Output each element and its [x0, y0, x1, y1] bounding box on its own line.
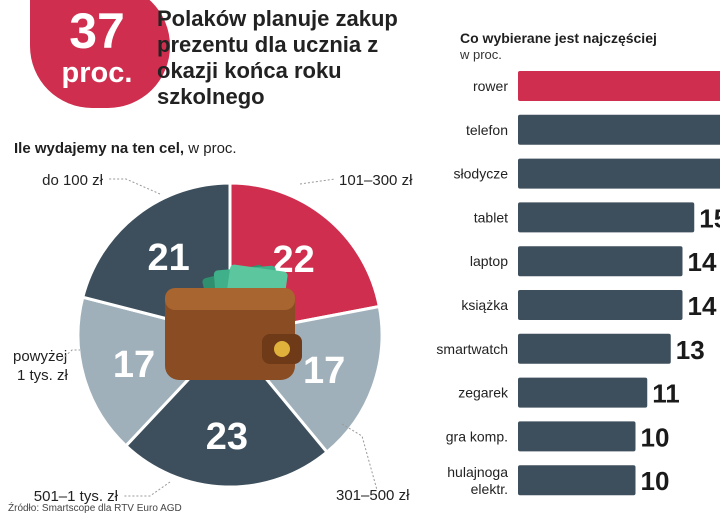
pie-leader-line: [341, 423, 378, 491]
pie-chart-title: Ile wydajemy na ten cel, w proc.: [14, 140, 237, 157]
bar-gra-komp: [518, 421, 636, 452]
pie-title-bold: Ile wydajemy na ten cel,: [14, 140, 185, 157]
bar-value-label: 11: [652, 379, 680, 409]
bar-slodycze: [518, 158, 720, 189]
bar-chart: rower22telefon20słodycze18tablet15laptop…: [436, 71, 720, 497]
bar-category-label: telefon: [466, 122, 508, 138]
pie-value-label: 21: [148, 237, 190, 279]
bar-category-label: rower: [473, 78, 508, 94]
pie-leader-line: [299, 178, 336, 185]
bar-value-label: 10: [641, 466, 670, 496]
bar-category-label: elektr.: [471, 481, 508, 497]
bar-category-label: hulajnoga: [447, 464, 508, 480]
pie-category-label: do 100 zł: [42, 172, 104, 189]
bar-category-label: tablet: [474, 209, 508, 225]
pie-value-label: 23: [206, 416, 248, 458]
bar-chart-title: Co wybierane jest najczęściej: [460, 30, 657, 46]
pie-title-unit: w proc.: [184, 140, 237, 157]
bar-category-label: książka: [461, 297, 508, 313]
bar-telefon: [518, 114, 720, 145]
pie-value-label: 17: [303, 350, 345, 392]
bar-category-label: smartwatch: [436, 341, 508, 357]
pie-slice-501-1-tys-zl: [123, 332, 330, 489]
bar-tablet: [518, 202, 695, 233]
bar-value-label: 13: [676, 335, 705, 365]
source-note: Źródło: Smartscope dla RTV Euro AGD: [8, 503, 182, 514]
wallet-illustration: [165, 264, 302, 380]
bar-laptop: [518, 246, 683, 277]
pie-value-label: 17: [113, 344, 155, 386]
bar-ksiazka: [518, 290, 683, 320]
bar-category-label: gra komp.: [446, 428, 508, 444]
pie-category-label: powyżej: [13, 348, 67, 365]
bar-value-label: 14: [688, 247, 717, 277]
bar-hulajnoga-elektr: [518, 465, 636, 496]
percentage-badge: 37 proc.: [30, 0, 170, 108]
bar-smartwatch: [518, 333, 671, 364]
pie-leader-line: [124, 481, 171, 497]
badge-number: 37: [69, 3, 125, 59]
pie-category-label: 101–300 zł: [339, 172, 413, 189]
bar-value-label: 10: [641, 422, 670, 452]
bar-chart-subtitle: w proc.: [460, 47, 502, 62]
badge-unit: proc.: [61, 57, 133, 89]
bar-category-label: laptop: [470, 253, 508, 269]
bar-category-label: słodycze: [454, 166, 509, 182]
pie-category-label: 1 tys. zł: [17, 367, 69, 384]
pie-category-label: 501–1 tys. zł: [34, 488, 119, 504]
headline: Polaków planuje zakup prezentu dla uczni…: [157, 6, 398, 109]
bar-value-label: 15: [699, 203, 720, 233]
wallet-button: [274, 341, 290, 357]
bar-category-label: zegarek: [458, 385, 509, 401]
bar-value-label: 14: [688, 291, 717, 321]
bar-zegarek: [518, 377, 648, 408]
wallet-top: [165, 288, 295, 310]
bar-rower: [518, 71, 720, 101]
pie-leader-line: [61, 349, 80, 360]
pie-leader-line: [108, 178, 161, 195]
pie-category-label: 301–500 zł: [336, 487, 410, 504]
